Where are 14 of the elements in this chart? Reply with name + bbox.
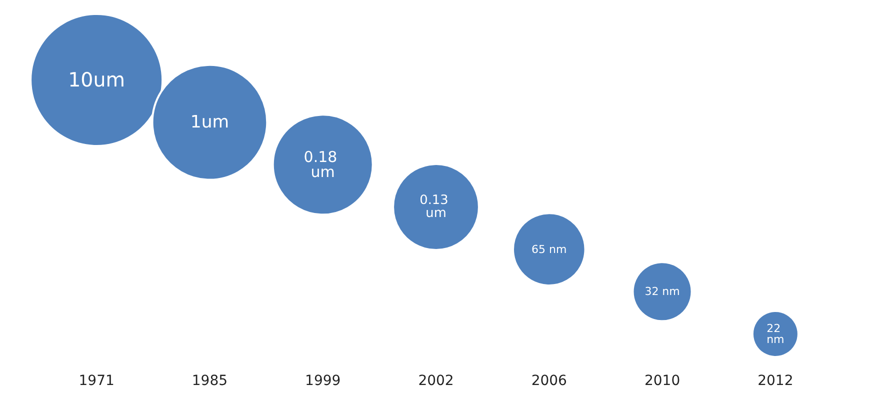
data-label: 10um <box>68 68 126 92</box>
category-label: 2006 <box>531 373 568 389</box>
data-label: 32 nm <box>644 285 680 298</box>
data-label: 0.18 um <box>304 148 342 182</box>
category-label: 2002 <box>418 373 454 389</box>
category-label: 2010 <box>644 373 680 389</box>
data-label: 0.13 um <box>420 193 452 221</box>
category-label: 1971 <box>78 373 114 389</box>
data-label: 1um <box>190 112 230 132</box>
data-label: 22 nm <box>766 322 784 346</box>
data-label: 65 nm <box>532 242 567 256</box>
category-label: 1985 <box>192 373 228 389</box>
category-label: 2012 <box>758 373 794 389</box>
category-label: 1999 <box>305 373 341 389</box>
